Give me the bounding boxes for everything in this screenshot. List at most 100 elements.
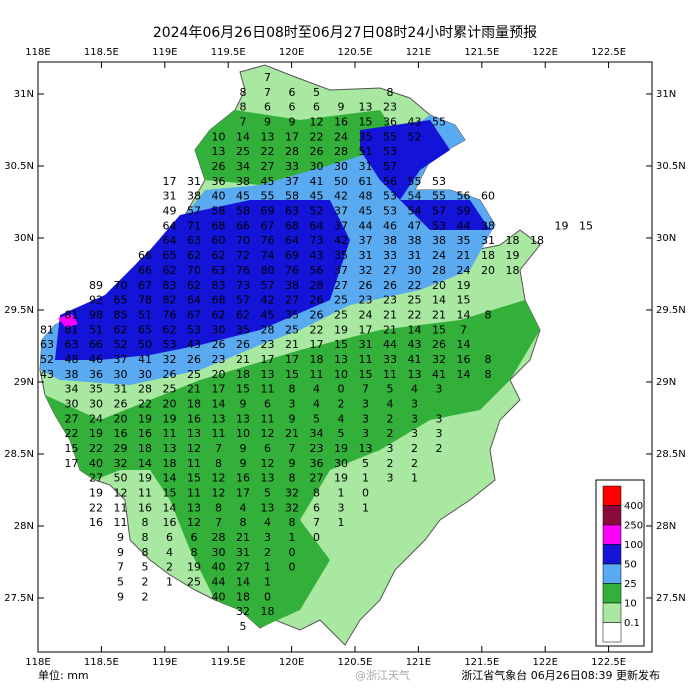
legend-label: 400	[624, 501, 643, 512]
rain-value: 35	[285, 308, 299, 321]
rain-value: 3	[338, 501, 345, 514]
rain-value: 76	[163, 308, 177, 321]
rain-value: 13	[334, 353, 348, 366]
rain-value: 7	[215, 442, 222, 455]
rain-value: 42	[261, 294, 275, 307]
rain-value: 56	[310, 264, 324, 277]
rain-value: 68	[285, 219, 299, 232]
rain-value: 31	[359, 249, 373, 262]
rain-value: 27	[383, 264, 397, 277]
rain-value: 45	[310, 190, 324, 203]
rain-value: 18	[138, 442, 152, 455]
rain-value: 59	[457, 205, 471, 218]
rain-value: 55	[408, 175, 422, 188]
rain-value: 27	[310, 472, 324, 485]
rain-value: 9	[117, 590, 124, 603]
rain-value: 22	[310, 130, 324, 143]
rain-value: 23	[212, 353, 226, 366]
rain-value: 12	[212, 487, 226, 500]
rain-value: 36	[383, 116, 397, 129]
rain-value: 3	[411, 412, 418, 425]
rain-value: 8	[215, 501, 222, 514]
rain-value: 10	[212, 130, 226, 143]
rain-value: 30	[408, 264, 422, 277]
x-label-top: 119.5E	[211, 47, 246, 58]
rain-value: 15	[359, 368, 373, 381]
rain-value: 64	[310, 219, 324, 232]
rain-value: 12	[310, 116, 324, 129]
rain-value: 51	[138, 308, 152, 321]
rain-value: 44	[359, 219, 373, 232]
rain-value: 92	[89, 294, 103, 307]
rain-value: 26	[212, 160, 226, 173]
rain-value: 11	[114, 501, 128, 514]
rain-value: 62	[212, 308, 226, 321]
rain-value: 37	[334, 219, 348, 232]
rain-value: 57	[383, 160, 397, 173]
rain-value: 0	[289, 561, 296, 574]
rain-value: 43	[40, 368, 54, 381]
rain-value: 3	[436, 412, 443, 425]
rain-value: 85	[114, 308, 128, 321]
x-label-top: 121.5E	[464, 47, 499, 58]
rain-value: 18	[261, 605, 275, 618]
rain-value: 40	[89, 457, 103, 470]
rain-value: 26	[310, 145, 324, 158]
rain-value: 81	[65, 323, 79, 336]
rain-value: 66	[138, 249, 152, 262]
rain-value: 1	[362, 472, 369, 485]
area-magenta	[58, 314, 78, 328]
y-label-left: 31N	[14, 89, 34, 100]
rain-value: 28	[138, 383, 152, 396]
rain-value: 22	[310, 323, 324, 336]
rain-value: 1	[264, 576, 271, 589]
rain-value: 55	[261, 190, 275, 203]
rain-value: 53	[187, 323, 201, 336]
rain-value: 26	[114, 397, 128, 410]
rain-value: 1	[289, 531, 296, 544]
rain-value: 60	[481, 190, 495, 203]
y-label-right: 29.5N	[656, 305, 686, 316]
y-label-right: 29N	[656, 377, 676, 388]
rain-value: 21	[383, 308, 397, 321]
rain-value: 2	[387, 412, 394, 425]
rain-value: 76	[285, 264, 299, 277]
area-dark-blue	[55, 200, 350, 360]
rain-value: 19	[334, 472, 348, 485]
rain-value: 28	[334, 145, 348, 158]
rain-value: 26	[187, 353, 201, 366]
rain-value: 4	[313, 397, 320, 410]
rain-value: 26	[359, 279, 373, 292]
rain-value: 20	[432, 279, 446, 292]
area-dark-blue-ne	[360, 120, 490, 230]
rain-value: 8	[191, 546, 198, 559]
rain-value: 32	[359, 264, 373, 277]
rain-value: 28	[432, 264, 446, 277]
rain-value: 3	[411, 397, 418, 410]
rain-value: 19	[163, 412, 177, 425]
rain-value: 25	[236, 145, 250, 158]
rain-value: 38	[383, 234, 397, 247]
rain-value: 37	[334, 264, 348, 277]
frame	[37, 61, 653, 653]
rain-value: 64	[285, 234, 299, 247]
rain-value: 58	[212, 205, 226, 218]
rain-value: 35	[334, 249, 348, 262]
rain-value: 21	[383, 323, 397, 336]
rain-value: 9	[240, 442, 247, 455]
rain-value: 5	[142, 561, 149, 574]
rain-value: 34	[236, 160, 250, 173]
legend-swatch	[602, 583, 622, 604]
rain-value: 48	[65, 353, 79, 366]
rain-value: 25	[334, 294, 348, 307]
rain-value: 1	[338, 516, 345, 529]
rain-value: 20	[114, 412, 128, 425]
y-label-right: 30N	[656, 233, 676, 244]
rain-value: 36	[310, 457, 324, 470]
rain-value: 6	[264, 442, 271, 455]
rain-value: 30	[334, 457, 348, 470]
rain-value: 9	[117, 531, 124, 544]
rain-value: 31	[481, 234, 495, 247]
rain-value: 27	[261, 160, 275, 173]
